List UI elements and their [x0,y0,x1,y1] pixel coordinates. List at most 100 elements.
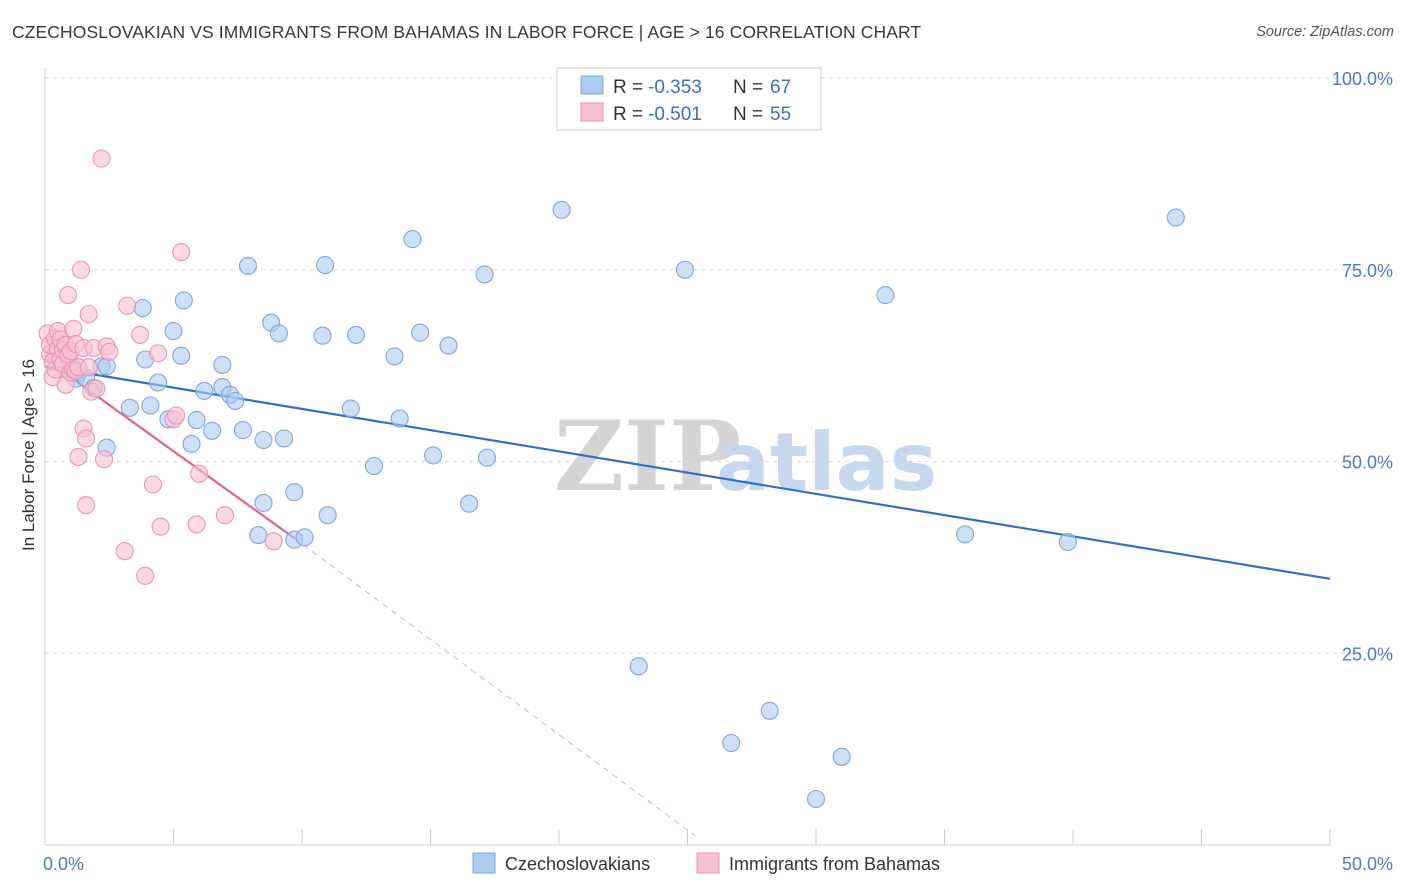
point-czechoslovakians-20 [182,434,201,453]
y-tick-label-3: 25.0% [1342,644,1393,664]
point-czechoslovakians-57 [722,733,741,753]
watermark-zip: ZIP [554,400,741,513]
point-czechoslovakians-56 [675,260,694,279]
legend: R = -0.353 N = 67 R = -0.501 N = 55 [556,67,822,131]
point-bahamas-49 [187,515,206,534]
point-czechoslovakians-42 [341,399,360,418]
point-czechoslovakians-63 [1058,532,1077,552]
point-bahamas-19 [64,319,83,338]
point-czechoslovakians-48 [411,323,430,342]
point-czechoslovakians-53 [477,448,497,467]
series-legend: Czechoslovakians Immigrants from Bahamas [472,852,940,874]
series-swatch-czechoslovakians [472,852,496,874]
y-tick-label-2: 50.0% [1342,453,1393,473]
legend-n-label-1: N = [733,77,763,98]
point-bahamas-23 [69,447,88,466]
series-label-bahamas: Immigrants from Bahamas [729,854,940,874]
point-czechoslovakians-29 [238,256,258,275]
grid-lines [45,77,1392,654]
legend-swatch-bahamas [580,102,604,122]
point-czechoslovakians-38 [295,528,314,547]
point-czechoslovakians-32 [254,430,273,450]
point-bahamas-38 [100,342,119,361]
point-bahamas-43 [143,475,162,494]
point-czechoslovakians-30 [249,526,268,545]
point-czechoslovakians-61 [876,286,895,305]
point-bahamas-29 [77,429,96,448]
x-tick-label-1: 50.0% [1342,854,1393,874]
point-bahamas-48 [172,243,191,262]
point-bahamas-31 [79,305,98,324]
y-tick-label-1: 75.0% [1342,261,1393,281]
point-bahamas-47 [167,406,186,425]
point-bahamas-51 [215,506,234,525]
point-czechoslovakians-60 [832,747,851,766]
point-czechoslovakians-51 [460,494,479,513]
trend-extension-bahamas [293,537,696,837]
point-bahamas-50 [190,464,209,483]
point-czechoslovakians-47 [403,230,422,249]
series-swatch-bahamas [696,852,720,874]
point-bahamas-34 [87,379,106,398]
point-czechoslovakians-23 [203,421,222,440]
tick-labels: 100.0% 75.0% 50.0% 25.0% 0.0% 50.0% [43,69,1393,874]
point-czechoslovakians-22 [195,381,214,400]
point-bahamas-44 [149,344,168,363]
chart-title: CZECHOSLOVAKIAN VS IMMIGRANTS FROM BAHAM… [12,22,922,42]
point-bahamas-15 [59,286,78,305]
point-czechoslovakians-31 [254,493,273,512]
x-tick-label-0: 0.0% [43,854,84,874]
legend-swatch-czechoslovakians [580,75,604,95]
point-bahamas-40 [118,296,137,315]
point-bahamas-52 [264,532,283,551]
point-czechoslovakians-12 [133,299,152,318]
point-czechoslovakians-41 [318,506,337,525]
trend-line-czechoslovakians [44,365,1331,580]
source-credit: Source: ZipAtlas.com [1256,24,1394,40]
legend-r-value-1: -0.353 [648,77,702,98]
point-czechoslovakians-55 [629,657,648,676]
data-points [38,149,1185,809]
point-czechoslovakians-34 [269,324,288,343]
point-bahamas-35 [92,149,111,168]
point-czechoslovakians-17 [164,322,183,341]
point-czechoslovakians-18 [172,346,191,365]
watermark-atlas: atlas [716,416,937,509]
legend-n-label-2: N = [733,104,763,125]
axes [44,68,1331,846]
legend-n-value-2: 55 [770,104,791,125]
point-czechoslovakians-21 [187,411,206,430]
point-czechoslovakians-46 [390,409,409,428]
legend-n-value-1: 67 [770,77,791,98]
point-czechoslovakians-27 [226,391,245,410]
point-czechoslovakians-50 [439,336,458,355]
y-tick-label-0: 100.0% [1332,69,1393,89]
point-czechoslovakians-44 [364,457,384,476]
point-czechoslovakians-39 [313,326,332,345]
point-bahamas-25 [71,260,91,279]
point-czechoslovakians-11 [120,398,139,417]
point-bahamas-42 [136,566,155,585]
point-czechoslovakians-15 [149,373,168,392]
point-bahamas-30 [79,358,98,377]
point-czechoslovakians-35 [274,429,294,448]
point-czechoslovakians-59 [806,789,826,809]
legend-r-label-2: R = [613,104,643,125]
point-czechoslovakians-64 [1166,208,1185,227]
point-czechoslovakians-40 [316,256,335,275]
y-axis-label: In Labor Force | Age > 16 [19,359,38,551]
point-czechoslovakians-54 [552,200,571,219]
series-label-czechoslovakians: Czechoslovakians [505,854,650,874]
point-bahamas-45 [151,517,170,536]
legend-r-value-2: -0.501 [648,104,702,125]
point-czechoslovakians-43 [346,325,366,344]
watermark: ZIP atlas [554,400,937,513]
point-czechoslovakians-28 [233,421,252,440]
point-czechoslovakians-49 [424,446,443,465]
legend-r-label-1: R = [613,77,643,98]
point-bahamas-28 [77,496,96,515]
point-czechoslovakians-14 [141,396,160,415]
point-czechoslovakians-58 [760,701,779,720]
point-czechoslovakians-37 [285,483,304,502]
